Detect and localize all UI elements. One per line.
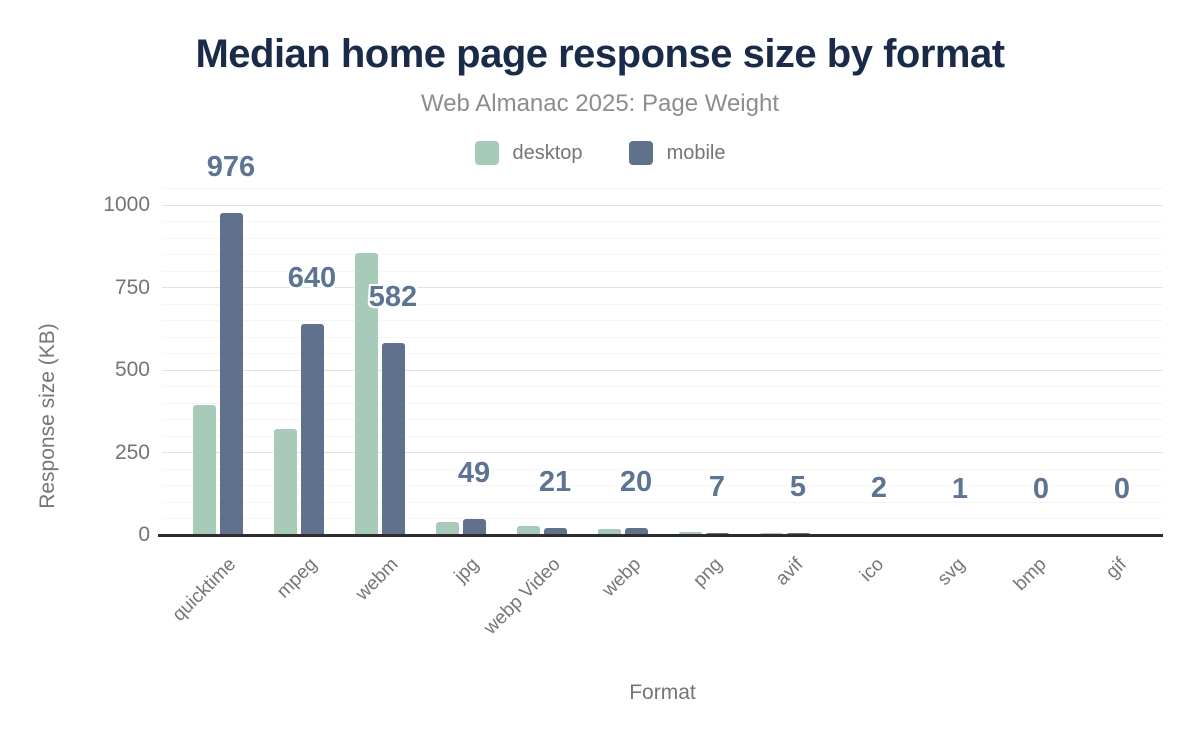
- x-tick-label-ico: ico: [856, 554, 889, 587]
- gridline-minor-950: [162, 221, 1163, 222]
- x-tick-label-jpg: jpg: [450, 554, 484, 587]
- bar-desktop-mpeg[interactable]: [273, 429, 297, 535]
- gridline-minor-200: [162, 468, 1163, 470]
- mobile-swatch-icon: [628, 141, 653, 165]
- gridline-minor-100: [162, 501, 1163, 503]
- gridline-minor-1050: [162, 188, 1163, 189]
- value-label-bmp: 0: [1032, 473, 1050, 505]
- x-tick-label-gif: gif: [1102, 554, 1132, 584]
- legend-label-mobile: mobile: [666, 141, 726, 164]
- bar-desktop-webp-video[interactable]: [516, 525, 540, 535]
- bar-desktop-webm[interactable]: [354, 252, 378, 535]
- y-tick-label-750: 750: [114, 275, 150, 299]
- bar-desktop-webp[interactable]: [597, 529, 621, 535]
- gridline-major-250: [162, 452, 1163, 453]
- y-tick-label-1000: 1000: [103, 193, 150, 216]
- x-tick-label-bmp: bmp: [1009, 554, 1051, 595]
- legend-label-desktop: desktop: [512, 141, 583, 164]
- bar-mobile-quicktime[interactable]: [219, 212, 243, 535]
- chart-title: Median home page response size by format: [195, 32, 1005, 76]
- value-label-ico: 2: [870, 472, 888, 505]
- gridline-minor-700: [162, 303, 1163, 305]
- gridline-minor-150: [162, 485, 1163, 486]
- x-tick-label-svg: svg: [933, 554, 970, 590]
- x-tick-label-webm: webm: [351, 554, 403, 605]
- gridline-minor-450: [162, 386, 1163, 387]
- x-tick-label-webp-video: webp Video: [479, 554, 565, 639]
- gridline-minor-50: [162, 518, 1163, 519]
- value-label-gif: 0: [1113, 473, 1131, 505]
- desktop-swatch-icon: [474, 141, 499, 165]
- gridline-major-500: [162, 369, 1163, 371]
- legend-item-desktop[interactable]: desktop: [474, 141, 583, 165]
- value-label-quicktime: 976: [206, 150, 256, 183]
- gridline-minor-550: [162, 353, 1163, 354]
- value-label-webm: 582: [368, 280, 418, 313]
- bar-mobile-webp-video[interactable]: [543, 528, 567, 535]
- gridline-minor-400: [162, 402, 1163, 404]
- bar-mobile-jpg[interactable]: [462, 518, 486, 535]
- x-axis-line: [158, 534, 1163, 537]
- gridline-major-750: [162, 287, 1163, 288]
- x-tick-label-mpeg: mpeg: [272, 554, 322, 603]
- bar-desktop-png[interactable]: [678, 532, 702, 535]
- x-tick-label-webp: webp: [598, 554, 646, 601]
- value-label-mpeg: 640: [287, 261, 337, 294]
- x-tick-label-quicktime: quicktime: [168, 554, 241, 626]
- value-label-jpg: 49: [457, 456, 491, 489]
- x-tick-label-png: png: [689, 554, 727, 592]
- gridline-minor-600: [162, 336, 1163, 338]
- value-label-svg: 1: [951, 472, 969, 505]
- value-label-avif: 5: [789, 471, 807, 504]
- gridline-minor-850: [162, 254, 1163, 255]
- x-axis-title: Format: [629, 681, 696, 704]
- legend-item-mobile[interactable]: mobile: [628, 141, 726, 165]
- value-label-webp: 20: [619, 466, 653, 499]
- bar-mobile-webm[interactable]: [381, 342, 405, 535]
- gridline-minor-900: [162, 237, 1163, 239]
- y-axis-title: Response size (KB): [36, 323, 59, 509]
- value-label-webp-video: 21: [538, 466, 572, 499]
- gridline-minor-350: [162, 419, 1163, 420]
- gridline-major-1000: [162, 204, 1163, 206]
- legend: desktop mobile: [0, 141, 1200, 165]
- chart-subtitle: Web Almanac 2025: Page Weight: [420, 90, 779, 117]
- gridline-minor-800: [162, 270, 1163, 272]
- y-tick-label-500: 500: [114, 358, 150, 381]
- gridline-minor-650: [162, 320, 1163, 321]
- value-label-png: 7: [708, 470, 726, 503]
- bar-mobile-webp[interactable]: [624, 528, 648, 535]
- bar-mobile-png[interactable]: [705, 532, 729, 535]
- bar-mobile-mpeg[interactable]: [300, 323, 324, 535]
- x-tick-label-avif: avif: [771, 554, 808, 590]
- bar-desktop-quicktime[interactable]: [192, 404, 216, 535]
- gridline-minor-300: [162, 435, 1163, 437]
- y-tick-label-250: 250: [114, 440, 150, 464]
- y-tick-label-0: 0: [138, 523, 150, 546]
- bar-desktop-jpg[interactable]: [435, 521, 459, 535]
